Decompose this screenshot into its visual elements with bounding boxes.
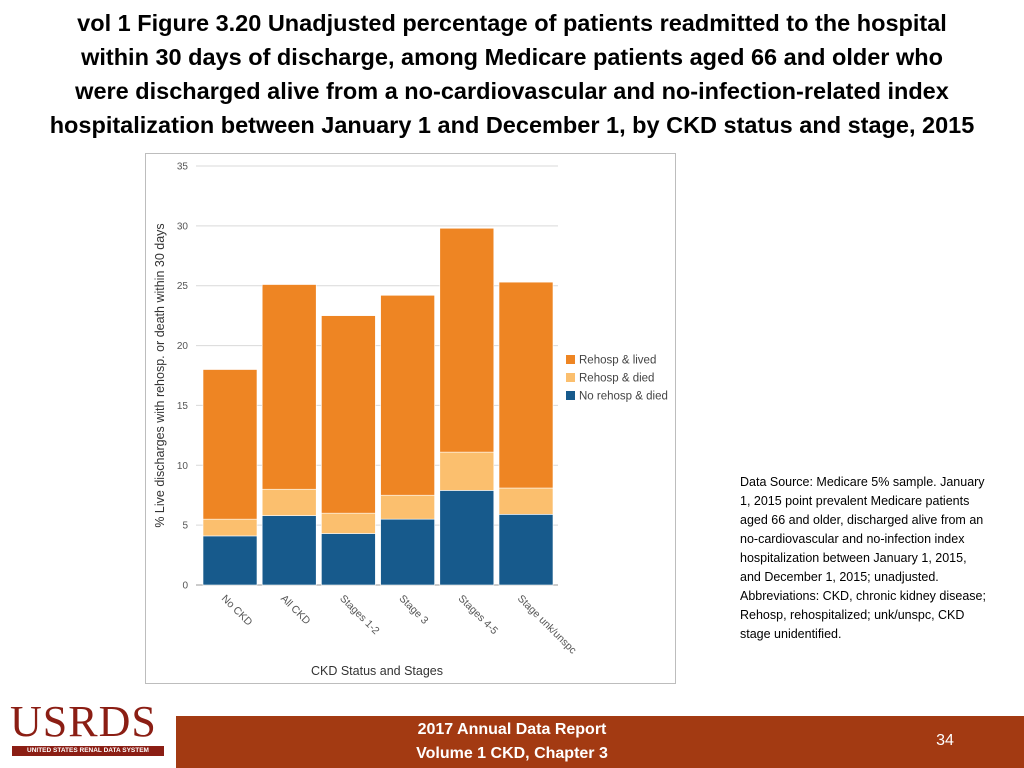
legend-swatch [566,355,575,364]
x-tick-label: Stages 4-5 [456,593,501,638]
x-tick-label: Stages 1-2 [337,593,382,638]
footer-report-label: 2017 Annual Data Report Volume 1 CKD, Ch… [380,718,644,766]
bar-segment [202,518,258,537]
y-tick-label: 0 [182,581,188,592]
bar-segment [321,512,376,534]
bar-segment [321,533,376,586]
x-axis-label: CKD Status and Stages [311,664,443,678]
y-tick-label: 35 [177,162,189,173]
footer-logo-area [0,700,176,768]
usrds-logo-subtitle: UNITED STATES RENAL DATA SYSTEM [12,746,164,756]
page-number: 34 [936,732,954,749]
footer-report-line1: 2017 Annual Data Report [417,721,607,738]
footer-report-line2: Volume 1 CKD, Chapter 3 [416,745,608,762]
y-tick-label: 25 [177,281,189,292]
bar-segment [439,227,495,453]
legend-label: Rehosp & lived [579,355,656,367]
y-tick-label: 30 [177,221,189,232]
x-tick-label: All CKD [278,593,313,628]
bar-segment [498,487,554,515]
y-tick-label: 10 [177,461,189,472]
bar-segment [498,281,554,489]
bar-segment [261,284,317,490]
stacked-bar-chart: 0 5 10 15 20 25 30 35 % Live discharges with reh… [153,162,668,679]
chart-frame: 0 5 10 15 20 25 30 35 % Live discharges with reh… [145,153,676,684]
bar-segment [202,535,258,586]
bar-segment [321,315,376,514]
x-tick-label: Stage 3 [396,593,430,627]
bar-segment [380,518,435,586]
title-line: hospitalization between January 1 and De… [49,112,975,138]
bar-segment [380,294,435,496]
x-tick-label: Stage unk/unspc [515,593,579,657]
title-line: were discharged alive from a no-cardiova… [75,78,949,104]
legend-label: Rehosp & died [579,373,654,385]
bar-segment [202,369,258,520]
y-axis-label: % Live discharges with rehosp. or death … [153,223,167,527]
bar-segment [380,494,435,520]
title-line: within 30 days of discharge, among Medic… [81,44,943,70]
legend-label: No rehosp & died [579,391,668,403]
x-tick-label: No CKD [219,593,255,629]
y-tick-label: 15 [177,401,189,412]
y-tick-label: 20 [177,341,189,352]
y-tick-label: 5 [182,521,188,532]
legend-swatch [566,391,575,400]
data-source-note: Data Source: Medicare 5% sample. January… [740,475,986,641]
usrds-logo: USRDS [10,697,157,746]
bar-segment [261,515,317,586]
title-line: vol 1 Figure 3.20 Unadjusted percentage … [77,10,947,36]
bar-segment [439,490,495,586]
legend-swatch [566,373,575,382]
bar-segment [261,488,317,516]
bar-segment [498,514,554,586]
bar-segment [439,451,495,491]
slide-title: vol 1 Figure 3.20 Unadjusted percentage … [0,6,1024,142]
